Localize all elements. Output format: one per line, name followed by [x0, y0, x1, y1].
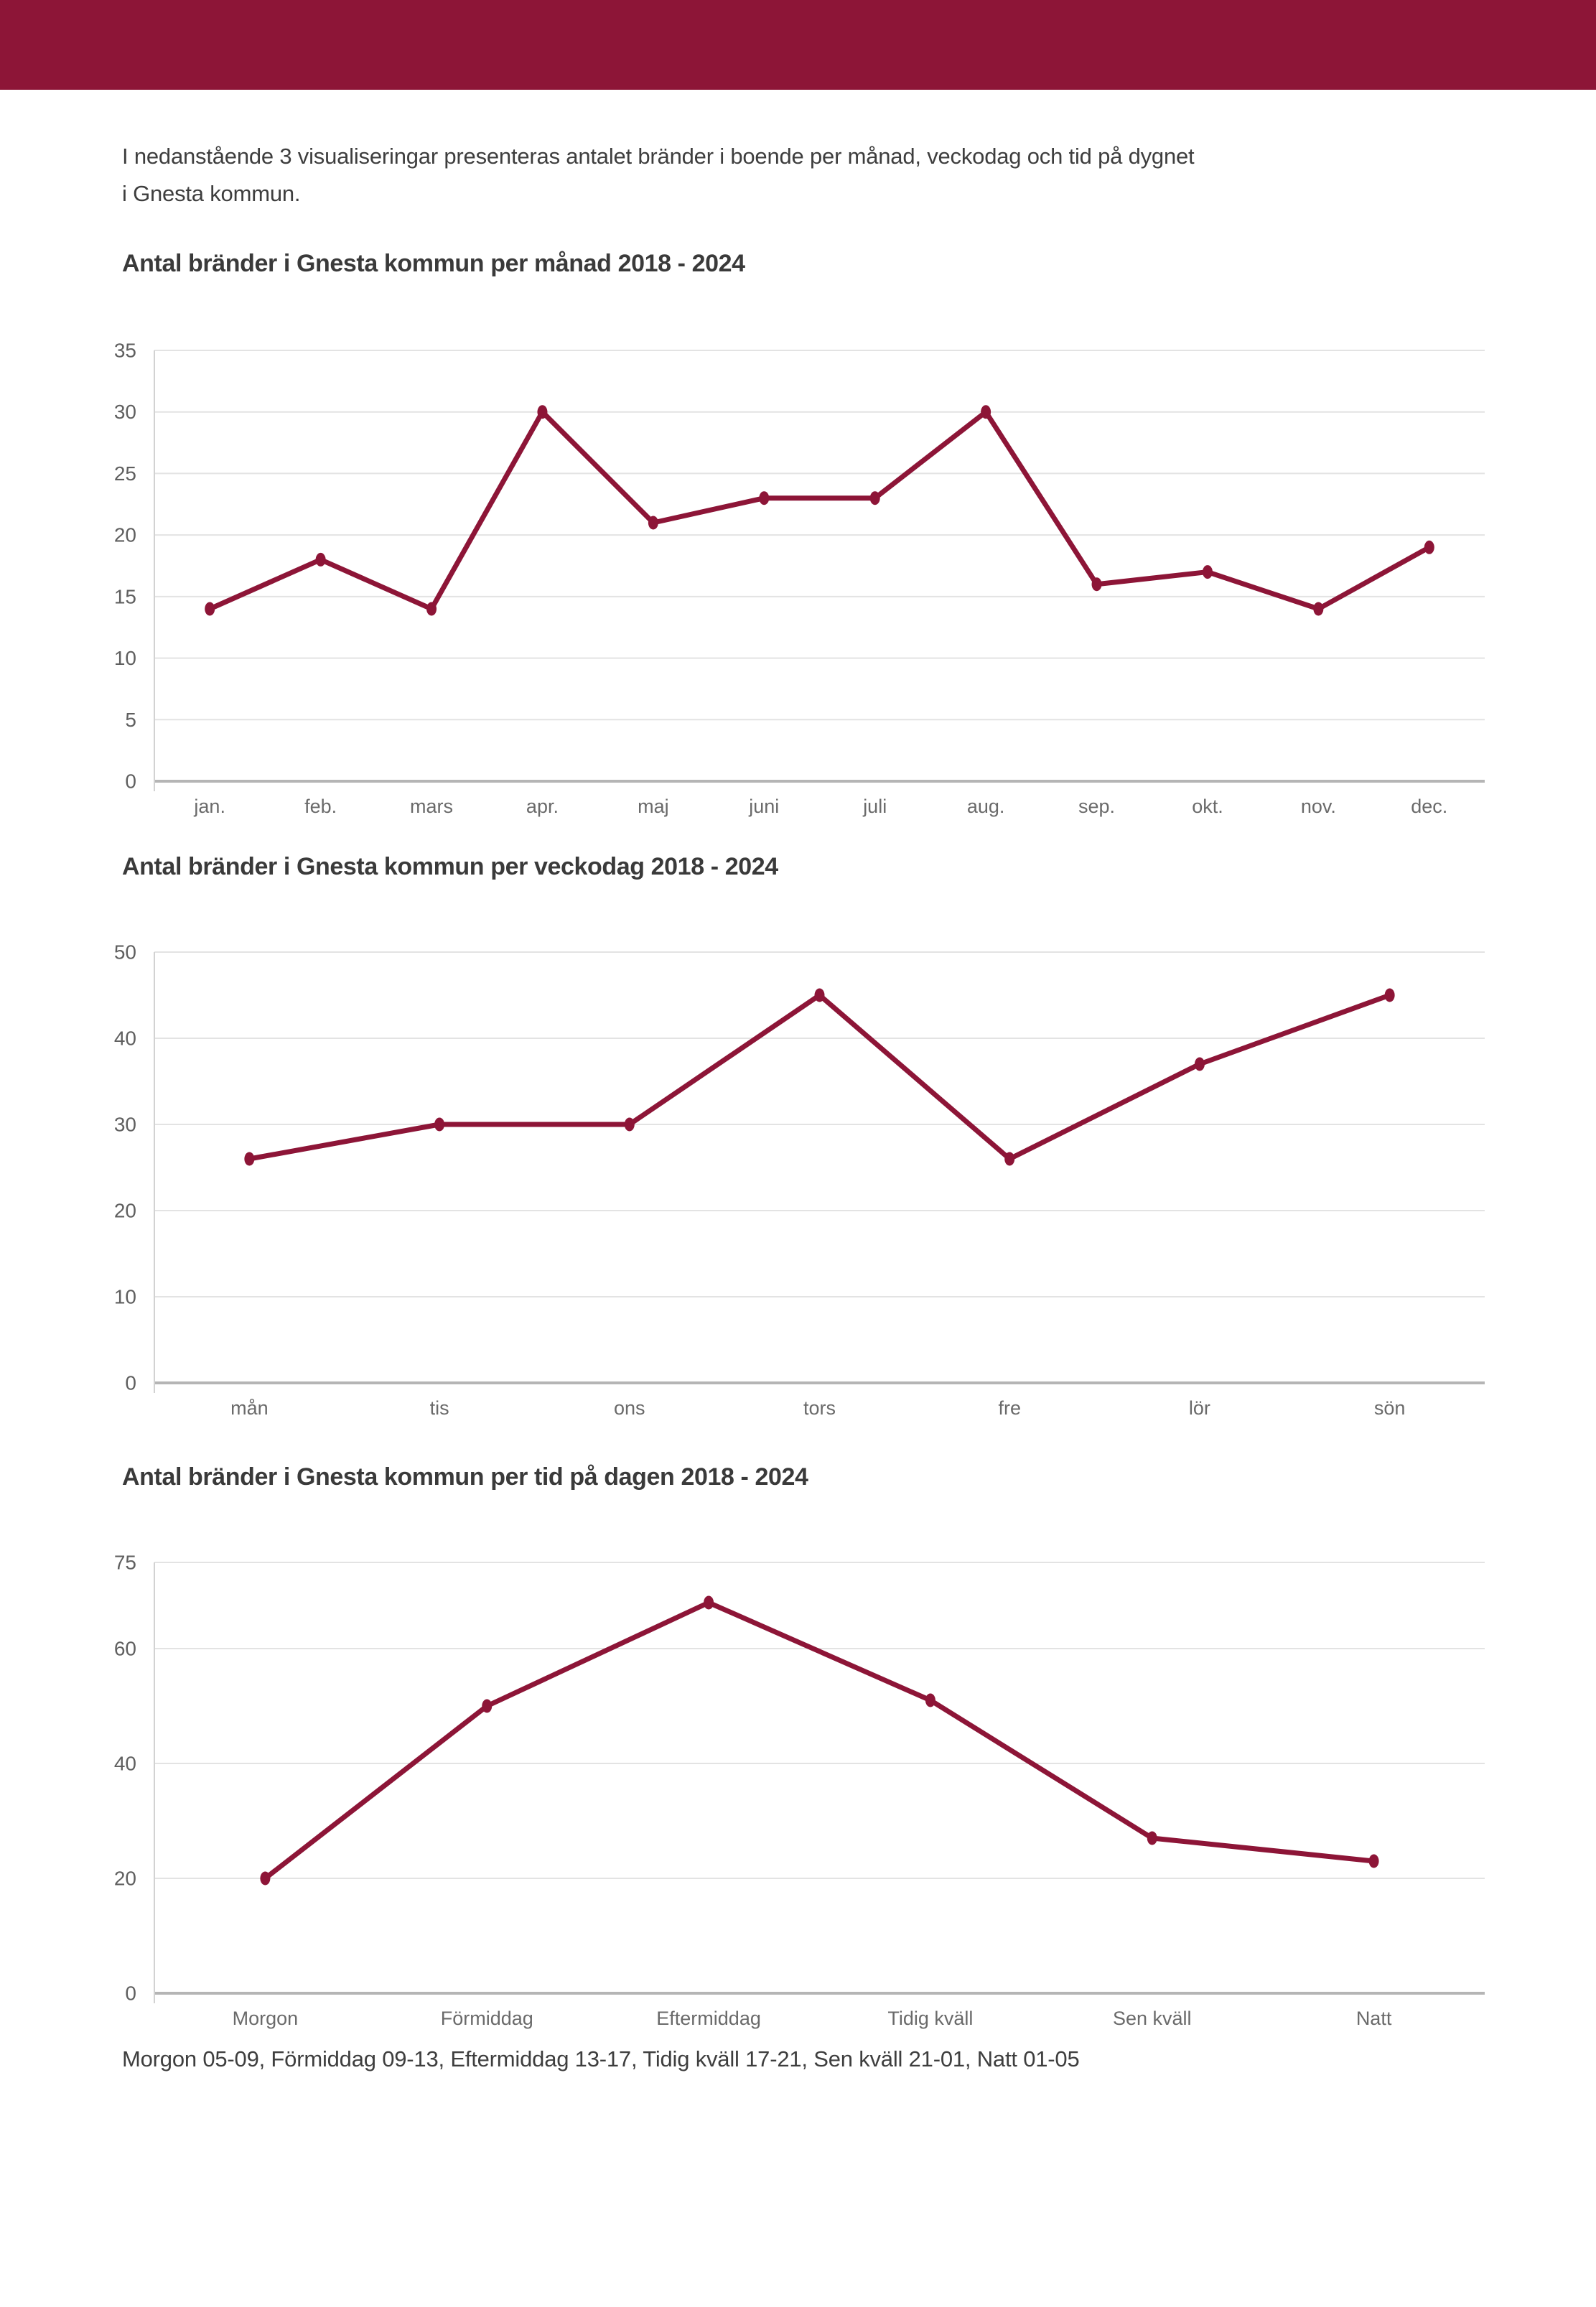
y-axis-tick-label: 0: [125, 1372, 136, 1394]
y-axis-tick-label: 30: [114, 1114, 136, 1136]
data-point: [925, 1693, 935, 1707]
data-point: [1091, 577, 1102, 592]
intro-text-line1: I nedanstående 3 visualiseringar present…: [122, 144, 1195, 169]
y-axis-tick-label: 50: [114, 941, 136, 964]
y-axis-tick-label: 0: [125, 1982, 136, 2005]
x-axis-tick-label: lör: [1189, 1397, 1210, 1419]
y-axis-tick-label: 20: [114, 524, 136, 546]
data-line: [246, 992, 1393, 1162]
data-point: [1147, 1831, 1157, 1845]
x-axis-tick-label: apr.: [526, 796, 559, 817]
y-axis-tick-label: 15: [114, 585, 136, 607]
x-axis-tick-label: dec.: [1411, 796, 1447, 817]
data-point: [1384, 988, 1395, 1002]
chart-per-tid-pa-dagen: 0 20 40 60 75 Morgon Förmiddag Eftermiddag Tidig…: [0, 1521, 1596, 2038]
x-axis-tick-label: Sen kväll: [1113, 2008, 1192, 2029]
data-point: [648, 516, 658, 530]
x-axis-tick-label: mån: [230, 1397, 269, 1419]
chart-title-per-veckodag: Antal bränder i Gnesta kommun per veckod…: [122, 853, 778, 880]
y-axis-tick-label: 75: [114, 1552, 136, 1574]
x-axis-tick-label: Eftermiddag: [656, 2008, 761, 2029]
x-axis-tick-label: Förmiddag: [441, 2008, 533, 2029]
x-axis-tick-label: ons: [614, 1397, 645, 1419]
y-axis-tick-label: 0: [125, 770, 136, 793]
y-axis-tick-label: 30: [114, 401, 136, 423]
line-chart-canvas: 0 10 20 30 40 50 mån tis ons tors fre lör sön: [114, 941, 1485, 1419]
y-axis-tick-label: 20: [114, 1868, 136, 1890]
x-axis-tick-label: maj: [638, 796, 669, 817]
header-brand-bar: [0, 0, 1596, 90]
x-axis-tick-label: Tidig kväll: [887, 2008, 973, 2029]
data-point: [1202, 565, 1213, 579]
line-chart-canvas: 0 5 10 15 20 25 30 35 jan. feb. mars apr. maj juni jul…: [114, 340, 1485, 817]
x-axis-tick-label: sön: [1374, 1397, 1406, 1419]
y-axis-tick-label: 25: [114, 462, 136, 485]
intro-text-line2: i Gnesta kommun.: [122, 181, 301, 206]
data-point: [981, 405, 991, 419]
x-axis-tick-label: juli: [862, 796, 887, 817]
x-axis-tick-label: mars: [410, 796, 453, 817]
data-point: [434, 1117, 445, 1132]
data-point: [1424, 540, 1434, 554]
data-point: [260, 1871, 271, 1886]
x-axis-tick-label: Natt: [1356, 2008, 1392, 2029]
y-axis-tick-label: 35: [114, 340, 136, 362]
data-point: [1194, 1057, 1205, 1071]
data-point: [315, 552, 326, 567]
x-axis-tick-label: jan.: [193, 796, 225, 817]
data-point: [426, 602, 437, 616]
chart-title-per-manad: Antal bränder i Gnesta kommun per månad …: [122, 250, 745, 277]
data-line: [262, 1600, 1377, 1881]
data-point: [759, 491, 770, 505]
y-axis-tick-label: 40: [114, 1753, 136, 1775]
data-point: [205, 602, 215, 616]
chart-title-per-tid-pa-dagen: Antal bränder i Gnesta kommun per tid på…: [122, 1463, 808, 1491]
x-axis-tick-label: tors: [803, 1397, 836, 1419]
y-axis-tick-label: 10: [114, 1286, 136, 1308]
x-axis-tick-label: juni: [748, 796, 779, 817]
data-point: [704, 1595, 714, 1610]
line-chart-canvas: 0 20 40 60 75 Morgon Förmiddag Eftermiddag Tidig…: [114, 1552, 1485, 2029]
data-line: [207, 409, 1432, 612]
x-axis-tick-label: feb.: [304, 796, 337, 817]
data-point: [624, 1117, 635, 1132]
time-ranges-footnote: Morgon 05-09, Förmiddag 09-13, Eftermidd…: [122, 2046, 1080, 2071]
y-axis-tick-label: 40: [114, 1027, 136, 1050]
x-axis-tick-label: okt.: [1192, 796, 1223, 817]
data-point: [1368, 1854, 1379, 1868]
data-point: [814, 988, 825, 1002]
intro-text: I nedanstående 3 visualiseringar present…: [122, 138, 1529, 213]
chart-per-veckodag: 0 10 20 30 40 50 mån tis ons tors fre lör sön: [0, 910, 1596, 1427]
y-axis-tick-label: 60: [114, 1638, 136, 1660]
chart-per-manad: 0 5 10 15 20 25 30 35 jan. feb. mars apr. maj juni jul…: [0, 309, 1596, 826]
data-point: [869, 491, 880, 505]
x-axis-tick-label: sep.: [1078, 796, 1115, 817]
data-point: [244, 1152, 255, 1166]
y-axis-tick-label: 10: [114, 647, 136, 669]
data-point: [1313, 602, 1324, 616]
x-axis-tick-label: tis: [430, 1397, 449, 1419]
data-point: [482, 1699, 493, 1713]
x-axis-tick-label: nov.: [1301, 796, 1336, 817]
x-axis-tick-label: Morgon: [233, 2008, 299, 2029]
y-axis-tick-label: 5: [125, 709, 136, 731]
data-point: [1004, 1152, 1015, 1166]
y-axis-tick-label: 20: [114, 1200, 136, 1222]
x-axis-tick-label: fre: [998, 1397, 1021, 1419]
data-point: [537, 405, 548, 419]
x-axis-tick-label: aug.: [967, 796, 1005, 817]
